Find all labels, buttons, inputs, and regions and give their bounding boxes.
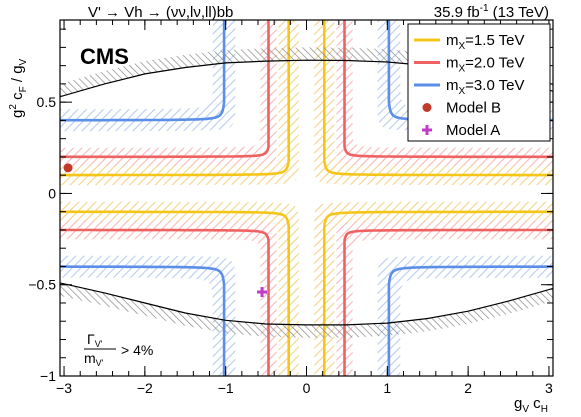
legend-entry: Model A bbox=[422, 122, 500, 139]
hatch-band bbox=[60, 20, 277, 166]
lumi-sup: -1 bbox=[480, 3, 489, 14]
contour-line bbox=[60, 265, 226, 376]
x-tick-label: −3 bbox=[56, 380, 72, 396]
legend-label: Model B bbox=[446, 100, 501, 117]
hatch-band bbox=[60, 20, 299, 186]
legend-entry: mX=1.5 TeV bbox=[414, 32, 525, 52]
header-right: 35.9 fb-1 (13 TeV) bbox=[434, 3, 549, 21]
model-a-point bbox=[257, 287, 268, 298]
x-tick-label: 1 bbox=[383, 380, 391, 396]
x-tick-label: 3 bbox=[545, 380, 553, 396]
contour-line bbox=[60, 228, 270, 376]
header-left: V' → Vh → (νν,lν,ll)bb bbox=[88, 4, 233, 21]
svg-text:mV': mV' bbox=[84, 350, 104, 368]
width-hatch bbox=[60, 282, 553, 338]
contour-line bbox=[387, 265, 553, 376]
legend-label: mX=2.0 TeV bbox=[446, 55, 525, 75]
legend-swatch bbox=[422, 103, 432, 112]
legend-entry: mX=3.0 TeV bbox=[414, 77, 525, 97]
legend-box bbox=[407, 23, 551, 142]
y-tick-label: 0.5 bbox=[37, 94, 57, 110]
x-tick-label: 0 bbox=[303, 380, 311, 396]
hatch-band bbox=[314, 201, 553, 376]
axes: −3 −2 −1 0 1 2 3 −1 −0.5 0 0.5 bbox=[28, 20, 553, 396]
hatch-band bbox=[60, 201, 299, 376]
cms-logo: CMS bbox=[80, 44, 129, 69]
width-boundary-line bbox=[60, 282, 553, 326]
contour-line bbox=[60, 20, 226, 122]
x-axis-title: gV cH bbox=[514, 395, 548, 415]
contour-line bbox=[343, 20, 553, 159]
hatch-band bbox=[314, 20, 553, 186]
svg-text:ΓV': ΓV' bbox=[87, 331, 103, 349]
legend-label: mX=1.5 TeV bbox=[446, 32, 525, 52]
svg-text:> 4%: > 4% bbox=[121, 342, 153, 358]
x-tick-label: 2 bbox=[464, 380, 472, 396]
lumi-value: 35.9 fb bbox=[434, 4, 480, 21]
contour-line bbox=[60, 210, 290, 376]
legend-entry: Model B bbox=[422, 100, 501, 117]
legend-label: mX=3.0 TeV bbox=[446, 77, 525, 97]
model-points bbox=[63, 163, 268, 298]
hatch-band bbox=[336, 220, 553, 376]
contour-curves bbox=[60, 20, 553, 376]
y-axis-title: g2 cF / gV bbox=[8, 58, 29, 118]
contour-line bbox=[60, 20, 270, 159]
legend-label: Model A bbox=[446, 122, 500, 139]
y-tick-label: −1 bbox=[40, 368, 56, 384]
energy-label: (13 TeV) bbox=[493, 4, 549, 21]
contour-line bbox=[343, 228, 553, 376]
hatch-band bbox=[60, 220, 277, 376]
contour-line bbox=[323, 20, 553, 177]
legend-entry: mX=2.0 TeV bbox=[414, 55, 525, 75]
y-tick-label: 0 bbox=[48, 185, 56, 201]
contour-line bbox=[60, 20, 290, 177]
x-tick-label: −2 bbox=[137, 380, 153, 396]
contour-line bbox=[323, 210, 553, 376]
x-tick-label: −1 bbox=[218, 380, 234, 396]
width-annotation: ΓV' mV' > 4% bbox=[84, 331, 153, 368]
y-tick-label: −0.5 bbox=[28, 277, 56, 293]
model-b-point bbox=[63, 163, 73, 173]
hatch-band bbox=[336, 20, 553, 166]
